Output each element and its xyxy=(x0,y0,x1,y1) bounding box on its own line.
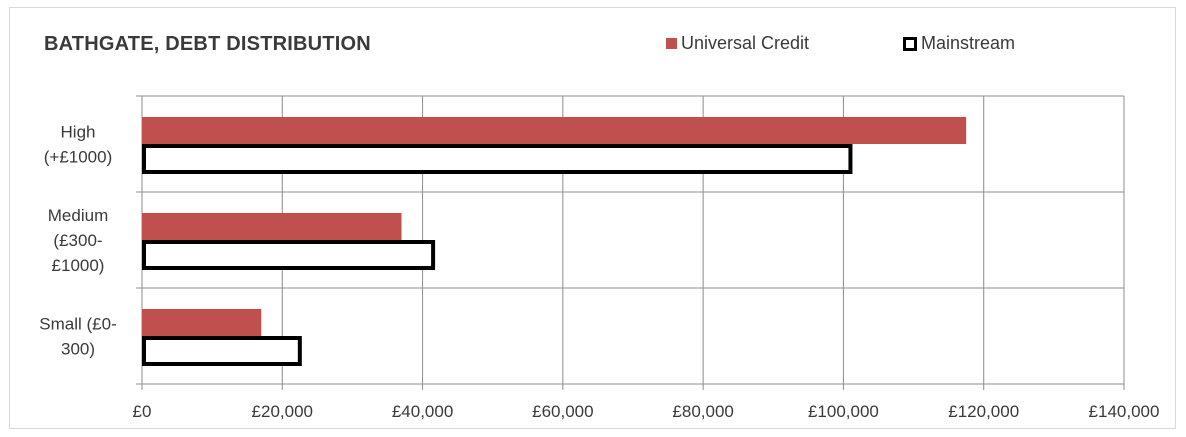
category-label: (£300- xyxy=(53,231,102,250)
chart-legend: Universal Credit Mainstream xyxy=(0,33,1186,57)
x-tick-label: £80,000 xyxy=(672,402,733,421)
legend-label-universal-credit: Universal Credit xyxy=(681,33,810,53)
bar-universal-credit xyxy=(142,309,262,336)
bar-mainstream xyxy=(142,336,302,366)
legend-swatch-mainstream xyxy=(903,36,917,51)
x-tick-label: £0 xyxy=(133,402,152,421)
legend-item-universal-credit: Universal Credit xyxy=(666,33,809,54)
x-tick-label: £140,000 xyxy=(1089,402,1160,421)
category-label: (+£1000) xyxy=(44,148,113,167)
legend-item-mainstream: Mainstream xyxy=(903,33,1015,54)
bar-mainstream xyxy=(142,240,436,270)
bar-mainstream xyxy=(142,144,853,174)
category-label: Small (£0- xyxy=(39,315,116,334)
x-tick-label: £40,000 xyxy=(392,402,453,421)
category-label: 300) xyxy=(61,340,95,359)
bar-universal-credit xyxy=(142,213,402,240)
x-tick-label: £20,000 xyxy=(252,402,313,421)
chart-title: BATHGATE, DEBT DISTRIBUTION xyxy=(44,33,371,55)
category-label: High xyxy=(61,123,96,142)
category-label: Medium xyxy=(48,206,108,225)
bar-universal-credit xyxy=(142,117,967,144)
category-label: £1000) xyxy=(52,256,105,275)
legend-swatch-universal-credit xyxy=(666,38,677,49)
x-tick-label: £120,000 xyxy=(948,402,1019,421)
legend-label-mainstream: Mainstream xyxy=(921,33,1016,53)
x-tick-label: £60,000 xyxy=(532,402,593,421)
x-tick-label: £100,000 xyxy=(808,402,879,421)
